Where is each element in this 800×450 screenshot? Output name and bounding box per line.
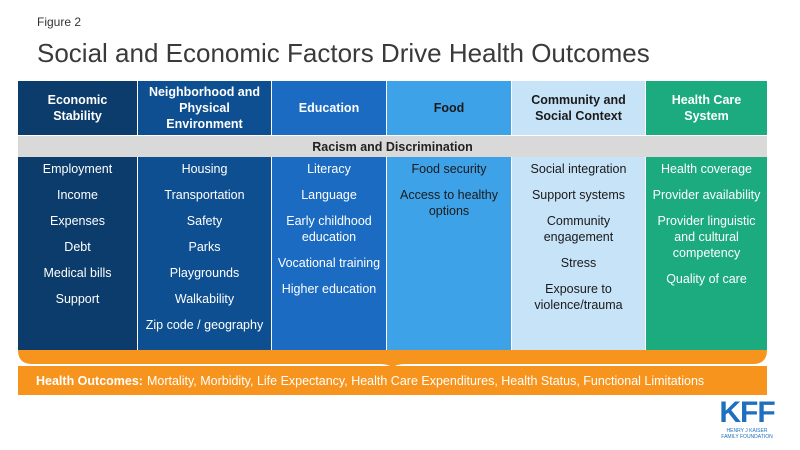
racism-discrimination-bar: Racism and Discrimination <box>18 136 767 157</box>
kff-logo-subtitle-2: FAMILY FOUNDATION <box>721 434 773 440</box>
column-header: Neighborhood and Physical Environment <box>138 81 271 135</box>
factor-item: Social integration <box>530 162 627 176</box>
factor-item: Literacy <box>307 162 351 176</box>
factor-item: Playgrounds <box>169 266 240 280</box>
column-header: Education <box>272 81 386 135</box>
factor-item: Expenses <box>50 214 105 228</box>
kff-logo: KFF HENRY J KAISER FAMILY FOUNDATION <box>712 396 782 441</box>
factor-item: Community engagement <box>543 214 614 244</box>
factor-item: Language <box>301 188 357 202</box>
factor-item: Income <box>57 188 98 202</box>
factor-item: Health coverage <box>660 162 753 176</box>
column-header: Economic Stability <box>18 81 137 135</box>
outcome-brace <box>18 350 767 368</box>
column-body: Food security Access to healthy options <box>387 157 511 350</box>
factor-list: Employment Income Expenses Debt Medical bill… <box>18 157 137 317</box>
factor-item: Stress <box>560 256 597 270</box>
factor-item: Parks <box>188 240 221 254</box>
factor-item: Food security <box>411 162 487 176</box>
factor-item: Access to healthy options <box>400 188 498 218</box>
factor-item: Quality of care <box>666 272 747 286</box>
column-body: Housing Transportation Safety Parks Playgrou… <box>138 157 271 350</box>
factor-item: Walkability <box>174 292 235 306</box>
column-body: Literacy Language Early childhood educatio… <box>272 157 386 350</box>
factor-item: Provider availability <box>652 188 761 202</box>
health-outcomes-label: Health Outcomes: <box>36 373 143 388</box>
factor-item: Medical bills <box>43 266 112 280</box>
column-header: Health Care System <box>646 81 767 135</box>
factor-list: Literacy Language Early childhood educatio… <box>272 157 386 307</box>
factor-list: Social integration Support systems Communi… <box>512 157 645 323</box>
factor-item: Vocational training <box>277 256 381 270</box>
factor-item: Zip code / geography <box>145 318 264 332</box>
factor-item: Provider linguistic and cultural compete… <box>657 214 756 260</box>
factor-list: Housing Transportation Safety Parks Playgrou… <box>138 157 271 343</box>
column-header: Community and Social Context <box>512 81 645 135</box>
factor-list: Food security Access to healthy options <box>387 157 511 229</box>
health-outcomes-bar: Health Outcomes: Mortality, Morbidity, L… <box>18 366 767 395</box>
factor-item: Early childhood education <box>286 214 372 244</box>
factor-item: Support systems <box>531 188 626 202</box>
column-body: Health coverage Provider availability Prov… <box>646 157 767 350</box>
column-body: Social integration Support systems Communi… <box>512 157 645 350</box>
factor-item: Debt <box>64 240 91 254</box>
factor-item: Higher education <box>281 282 377 296</box>
factor-list: Health coverage Provider availability Prov… <box>646 157 767 297</box>
column-body: Employment Income Expenses Debt Medical bill… <box>18 157 137 350</box>
kff-logo-subtitle-1: HENRY J KAISER <box>726 428 768 434</box>
page-title: Social and Economic Factors Drive Health… <box>37 38 650 68</box>
factor-item: Support <box>55 292 100 306</box>
factor-item: Employment <box>42 162 113 176</box>
factor-item: Safety <box>186 214 223 228</box>
factor-item: Transportation <box>164 188 245 202</box>
factor-item: Housing <box>181 162 228 176</box>
figure-label: Figure 2 <box>37 15 82 29</box>
column-header: Food <box>387 81 511 135</box>
kff-logo-mark: KFF <box>719 396 775 429</box>
factor-item: Exposure to violence/trauma <box>534 282 623 312</box>
health-outcomes-text: Mortality, Morbidity, Life Expectancy, H… <box>146 373 705 388</box>
